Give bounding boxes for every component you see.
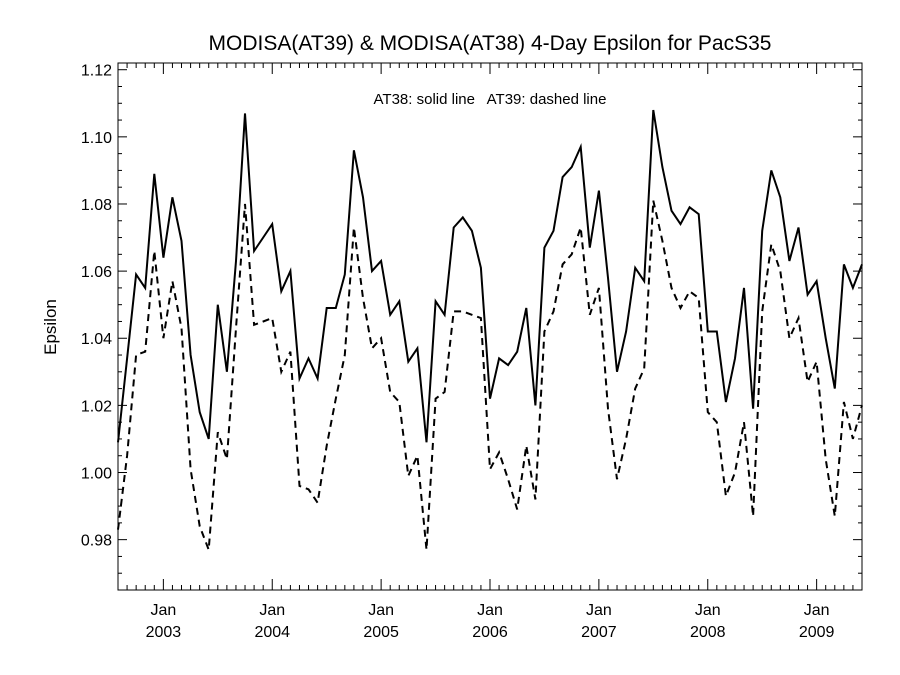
x-tick-year-label: 2009 <box>799 624 835 641</box>
x-tick-year-label: 2006 <box>472 624 508 641</box>
x-tick-year-label: 2003 <box>146 624 182 641</box>
x-tick-month-label: Jan <box>368 602 394 619</box>
x-tick-month-label: Jan <box>477 602 503 619</box>
y-tick-label: 1.00 <box>81 466 112 483</box>
x-tick-year-label: 2007 <box>581 624 617 641</box>
y-tick-label: 1.06 <box>81 264 112 281</box>
x-tick-year-label: 2004 <box>254 624 290 641</box>
x-tick-month-label: Jan <box>259 602 285 619</box>
y-tick-label: 1.04 <box>81 331 112 348</box>
series-group <box>117 109 863 551</box>
x-tick-year-label: 2005 <box>363 624 399 641</box>
x-tick-month-label: Jan <box>695 602 721 619</box>
x-tick-month-label: Jan <box>150 602 176 619</box>
x-tick-month-label: Jan <box>804 602 830 619</box>
y-axis: 0.98 1.00 1.02 1.04 1.06 1.08 1.10 1.12 <box>81 63 862 591</box>
y-tick-label: 0.98 <box>81 533 112 550</box>
y-tick-label: 1.08 <box>81 197 112 214</box>
y-axis-label: Epsilon <box>41 299 60 355</box>
series-line-at39 <box>117 200 863 551</box>
x-axis: Jan 2003 Jan 2004 Jan 2005 Jan 2006 Jan 2007 Jan 20… <box>117 63 863 641</box>
line-style-annotation: AT38: solid line AT39: dashed line <box>374 91 607 108</box>
x-tick-month-label: Jan <box>586 602 612 619</box>
plot-frame <box>117 62 863 591</box>
y-tick-label: 1.02 <box>81 398 112 415</box>
series-line-at38 <box>117 109 863 443</box>
y-tick-label: 1.12 <box>81 63 112 80</box>
chart-title: MODISA(AT39) & MODISA(AT38) 4-Day Epsilo… <box>209 32 772 55</box>
x-tick-year-label: 2008 <box>690 624 726 641</box>
y-tick-label: 1.10 <box>81 130 112 147</box>
